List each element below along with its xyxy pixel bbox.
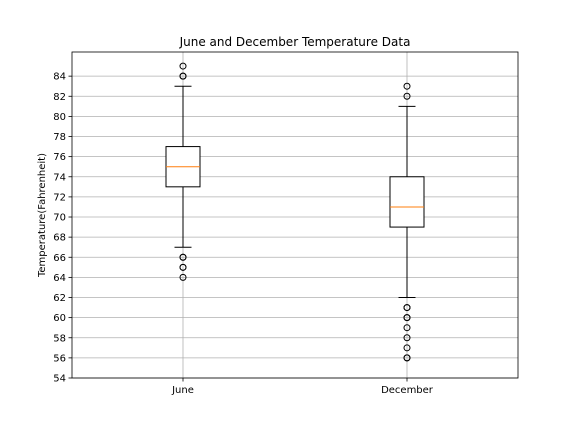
outlier-point xyxy=(403,304,411,312)
y-tick-label: 58 xyxy=(53,333,66,344)
x-tick-label: June xyxy=(171,385,194,396)
outlier-point xyxy=(403,314,411,322)
outlier-point xyxy=(179,62,187,70)
y-tick-label: 70 xyxy=(53,213,66,224)
y-tick-label: 64 xyxy=(53,273,66,284)
y-tick-label: 78 xyxy=(53,132,66,143)
x-axis: June December xyxy=(171,378,434,396)
y-tick-label: 76 xyxy=(53,152,66,163)
y-axis: 54 56 58 60 62 64 66 68 70 72 74 76 78 80 82 84 xyxy=(53,72,72,385)
grid-lines xyxy=(72,52,518,379)
y-tick-label: 74 xyxy=(53,172,66,183)
outlier-point xyxy=(179,273,187,281)
outlier-point xyxy=(179,253,187,261)
y-tick-label: 72 xyxy=(53,192,66,203)
outlier-point xyxy=(403,344,411,352)
box-plots xyxy=(165,62,425,362)
y-tick-label: 84 xyxy=(53,72,66,83)
box-december xyxy=(389,82,425,362)
outlier-point xyxy=(403,334,411,342)
box-iqr xyxy=(389,176,425,228)
y-tick-label: 66 xyxy=(53,253,66,264)
x-tick-label: December xyxy=(381,385,434,396)
y-tick-label: 80 xyxy=(53,112,66,123)
outlier-point xyxy=(179,263,187,271)
chart-title: June and December Temperature Data xyxy=(179,35,411,49)
y-tick-label: 56 xyxy=(53,353,66,364)
plot-frame xyxy=(71,51,519,379)
box-june xyxy=(165,62,201,281)
outlier-point xyxy=(179,72,187,80)
outlier-point xyxy=(403,82,411,90)
y-axis-label: Temperature(Fahrenheit) xyxy=(37,153,48,278)
outlier-point xyxy=(403,354,411,362)
y-tick-label: 62 xyxy=(53,293,66,304)
y-tick-label: 60 xyxy=(53,313,66,324)
outlier-point xyxy=(403,324,411,332)
outlier-point xyxy=(403,92,411,100)
y-tick-label: 54 xyxy=(53,374,66,385)
y-tick-label: 68 xyxy=(53,233,66,244)
y-tick-label: 82 xyxy=(53,92,66,103)
